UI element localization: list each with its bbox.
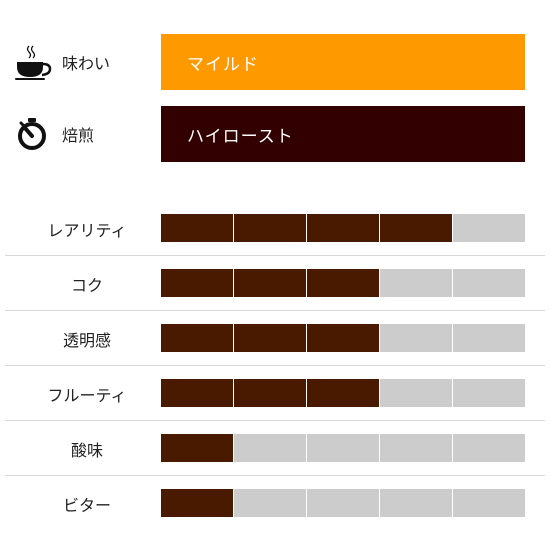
roast-value: ハイロースト (187, 126, 294, 147)
rating-label: ビター (62, 495, 111, 515)
roast-row: 焙煎 ハイロースト (0, 106, 550, 162)
rating-segment-filled (380, 214, 453, 242)
rating-segment-filled (161, 379, 234, 407)
rating-row-bitter: ビター (0, 476, 550, 531)
rating-segment-filled (161, 324, 234, 352)
rating-segment-empty (234, 489, 307, 517)
rating-segment-filled (161, 434, 234, 462)
rating-segment-empty (380, 489, 453, 517)
roast-value-box: ハイロースト (161, 106, 525, 162)
row-divider (5, 420, 545, 421)
rating-label: レアリティ (47, 220, 127, 240)
taste-value-box: マイルド (161, 34, 525, 90)
rating-segment-filled (234, 324, 307, 352)
rating-segment-empty (380, 269, 453, 297)
rating-row-rarity: レアリティ (0, 201, 550, 256)
rating-row-clarity: 透明感 (0, 311, 550, 366)
rating-row-fruity: フルーティ (0, 366, 550, 421)
rating-segment-filled (161, 489, 234, 517)
taste-label-group: 味わい (12, 34, 152, 90)
rating-segment-filled (161, 269, 234, 297)
rating-row-body: コク (0, 256, 550, 311)
rating-bar (161, 269, 525, 297)
row-divider (5, 365, 545, 366)
rating-label: 透明感 (62, 330, 111, 350)
taste-value: マイルド (187, 54, 259, 75)
rating-bar (161, 324, 525, 352)
rating-segment-empty (307, 489, 380, 517)
rating-segment-empty (453, 324, 525, 352)
row-divider (5, 475, 545, 476)
rating-bar (161, 214, 525, 242)
rating-bar (161, 379, 525, 407)
rating-bar (161, 489, 525, 517)
rating-segment-empty (380, 379, 453, 407)
rating-segment-filled (307, 269, 380, 297)
rating-segment-filled (161, 214, 234, 242)
rating-label: 酸味 (70, 440, 103, 460)
taste-row: 味わい マイルド (0, 34, 550, 90)
rating-segment-empty (453, 379, 525, 407)
rating-segment-filled (307, 379, 380, 407)
rating-bar (161, 434, 525, 462)
timer-icon (12, 114, 52, 154)
row-divider (5, 310, 545, 311)
coffee-cup-icon (12, 42, 52, 82)
roast-label: 焙煎 (62, 126, 95, 145)
rating-segment-empty (453, 434, 525, 462)
row-divider (5, 255, 545, 256)
rating-segment-filled (234, 269, 307, 297)
rating-label: フルーティ (47, 385, 127, 405)
rating-row-acidity: 酸味 (0, 421, 550, 476)
rating-segment-filled (307, 324, 380, 352)
taste-label: 味わい (62, 54, 111, 73)
rating-segment-filled (234, 379, 307, 407)
rating-segment-filled (234, 214, 307, 242)
rating-segment-empty (453, 214, 525, 242)
rating-segment-empty (453, 489, 525, 517)
rating-segment-empty (453, 269, 525, 297)
rating-segment-filled (307, 214, 380, 242)
rating-segment-empty (234, 434, 307, 462)
rating-segment-empty (307, 434, 380, 462)
rating-segment-empty (380, 434, 453, 462)
rating-label: コク (70, 275, 103, 295)
roast-label-group: 焙煎 (12, 106, 152, 162)
rating-segment-empty (380, 324, 453, 352)
